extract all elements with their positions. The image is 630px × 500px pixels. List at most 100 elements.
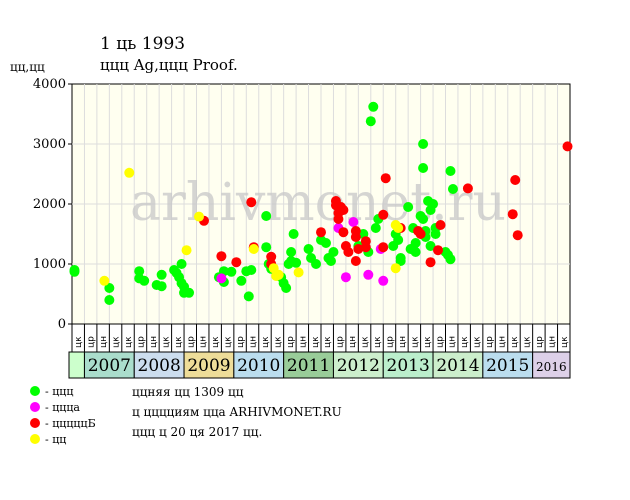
year-cell [83,351,135,379]
data-points [69,101,573,305]
year-label: 2013 [387,356,430,376]
data-point [353,244,364,254]
month-label: цн [398,336,408,348]
data-point [99,275,110,286]
year-label: 2009 [187,356,230,376]
notes: ццняя цц 1309 цц ц цццциям цца ARHIVMONE… [132,382,342,442]
data-point [562,141,573,152]
data-point [286,247,297,257]
data-point [390,263,401,274]
data-point [418,139,429,149]
data-point [395,256,406,266]
month-row: цк цр цн цк цк цр цн цк цк цр цн цк цк цр цн цк цк цр цн цк… [71,323,571,353]
data-point [380,173,391,184]
data-point [124,167,135,178]
data-point [393,235,404,245]
data-point [370,223,381,233]
month-label: цр [136,336,146,348]
month-label: цк [161,336,171,348]
data-point [293,267,304,278]
data-point [139,275,150,286]
year-label: 2011 [287,356,330,376]
data-point [231,257,242,268]
chart-title: 1 ць 1993 [100,34,186,54]
data-point [343,247,354,257]
data-point [248,244,259,254]
month-label: цр [485,336,495,348]
data-point [281,283,292,293]
data-point [410,238,421,248]
legend-label: - цц [45,432,67,446]
month-label: цн [348,336,358,348]
data-point [507,209,518,220]
data-point [348,217,359,227]
data-point [226,266,237,277]
year-row: 2007 2008 2009 2010 2011 2012 2013 2014 2015 2016 [68,351,571,379]
data-point [156,269,167,280]
data-point [333,214,344,224]
year-cell [482,351,534,379]
data-point [378,275,389,286]
month-label: цк [560,336,570,348]
data-point [430,229,441,239]
year-label: 2010 [237,356,280,376]
legend-item: - ццца [30,399,96,415]
legend-dot [30,418,40,428]
data-point [435,220,446,230]
data-point [425,257,436,268]
data-point [393,223,404,233]
data-point [193,211,204,222]
data-point [216,273,227,284]
month-label: цк [261,336,271,348]
y-tick-label: 0 [58,317,66,332]
month-label: цк [273,336,283,348]
year-label: 2015 [486,356,529,376]
note-line: ц цццциям цца ARHIVMONET.RU [132,405,342,419]
month-label: цк [174,336,184,348]
data-point [340,272,351,283]
month-label: цк [112,336,122,348]
data-point [288,229,299,239]
note-line: ццц ц 20 ця 2017 цц. [132,425,263,439]
legend-item: - ццц [30,383,96,399]
month-label: цк [211,336,221,348]
y-tick-label: 3000 [33,137,66,152]
data-point [418,163,429,173]
year-label: 2012 [337,356,380,376]
month-label: цр [535,336,545,348]
data-point [510,175,521,185]
data-point [363,269,374,280]
legend-label: - ццца [45,400,80,414]
data-point [403,202,414,212]
year-cell [382,351,434,379]
data-point [246,265,257,275]
data-point [415,229,426,239]
data-point [365,116,376,127]
y-axis-ticks: 0 1000 2000 3000 4000 [33,77,72,332]
month-label: цк [460,336,470,348]
month-label: цн [149,336,159,348]
legend-item: - цццццБ [30,415,96,431]
month-label: цр [435,336,445,348]
data-point [368,101,379,112]
data-point [273,269,284,280]
data-point [181,245,192,256]
legend-item: - цц [30,431,96,447]
data-point [176,259,187,269]
legend-dot [30,434,40,444]
month-label: цк [423,336,433,348]
data-point [425,241,436,251]
data-point [378,209,389,220]
month-label: цн [448,336,458,348]
data-point [156,281,167,292]
data-point [311,259,322,269]
data-point [418,214,429,224]
month-label: цр [385,336,395,348]
month-label: цн [199,336,209,348]
year-label: 2008 [138,356,181,376]
data-point [320,238,331,248]
legend-dot [30,386,40,396]
data-point [445,254,456,265]
data-point [328,247,339,257]
data-point [266,251,277,262]
